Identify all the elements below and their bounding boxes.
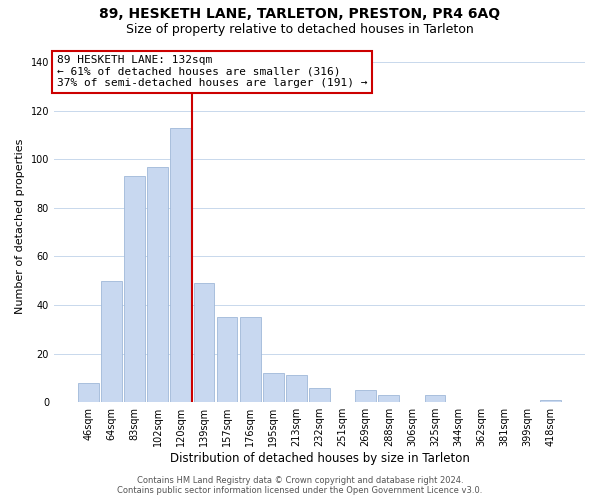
Bar (286, 376, 307, 402)
Bar (240, 317, 260, 402)
Bar (355, 390, 376, 402)
Text: 89 HESKETH LANE: 132sqm
← 61% of detached houses are smaller (316)
37% of semi-d: 89 HESKETH LANE: 132sqm ← 61% of detache… (56, 56, 367, 88)
Bar (170, 128, 191, 402)
X-axis label: Distribution of detached houses by size in Tarleton: Distribution of detached houses by size … (170, 452, 469, 465)
Bar (540, 400, 561, 402)
Text: 89, HESKETH LANE, TARLETON, PRESTON, PR4 6AQ: 89, HESKETH LANE, TARLETON, PRESTON, PR4… (100, 8, 500, 22)
Bar (263, 373, 284, 402)
Bar (78, 383, 99, 402)
Bar (379, 395, 399, 402)
Bar (194, 283, 214, 402)
Bar (309, 388, 330, 402)
Bar (425, 395, 445, 402)
Text: Size of property relative to detached houses in Tarleton: Size of property relative to detached ho… (126, 22, 474, 36)
Bar (124, 176, 145, 402)
Bar (101, 281, 122, 402)
Bar (217, 317, 238, 402)
Y-axis label: Number of detached properties: Number of detached properties (15, 138, 25, 314)
Text: Contains HM Land Registry data © Crown copyright and database right 2024.
Contai: Contains HM Land Registry data © Crown c… (118, 476, 482, 495)
Bar (148, 166, 168, 402)
